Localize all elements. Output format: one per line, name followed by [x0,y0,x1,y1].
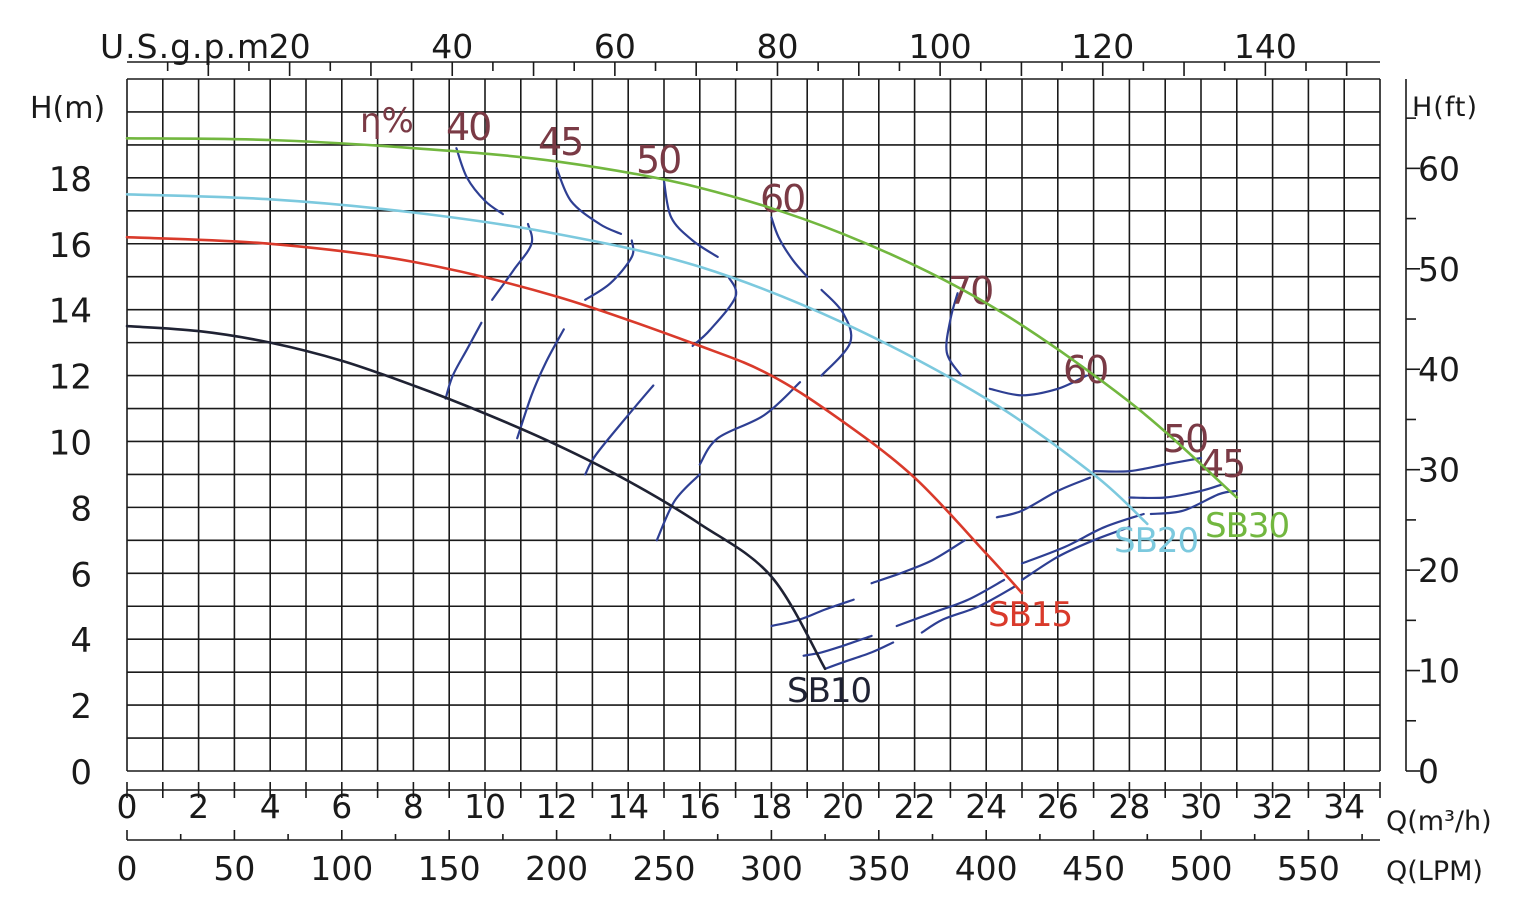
flow-usgpm-tick-label: 100 [909,27,972,66]
flow-m3h-tick-label: 22 [894,787,936,826]
head-m-tick-label: 6 [70,555,92,595]
efficiency-label-45: 45 [538,120,582,164]
usgpm-axis-title: U.S.g.p.m [100,27,270,66]
head-m-tick-label: 2 [70,687,92,727]
head-ft-tick-label: 40 [1418,350,1460,389]
flow-usgpm-tick-label: 60 [594,27,636,66]
pump-curve-sb10 [127,326,825,669]
head-m-tick-label: 12 [49,358,92,398]
head-ft-tick-label: 50 [1418,250,1460,289]
head-ft-tick-label: 30 [1418,451,1460,490]
head-m-tick-label: 0 [70,753,92,793]
flow-m3h-tick-label: 8 [403,787,424,826]
series-label-sb20: SB20 [1114,521,1198,561]
pump-curve-sb30 [127,138,1237,497]
q-m3h-axis-title: Q(m³/h) [1386,806,1492,837]
flow-m3h-tick-label: 18 [750,787,792,826]
efficiency-contour-50-segment [664,181,718,257]
flow-usgpm-tick-label: 80 [756,27,798,66]
efficiency-contour-60-segment [771,600,853,626]
flow-m3h-tick-label: 20 [822,787,864,826]
head-m-tick-label: 4 [70,621,92,661]
flow-m3h-tick-label: 32 [1252,787,1294,826]
efficiency-title: η% [360,101,414,141]
flow-lpm-tick-label: 150 [418,849,481,888]
flow-m3h-tick-label: 28 [1108,787,1150,826]
head-m-axis-title: H(m) [30,91,105,126]
efficiency-contour-60-segment [771,217,807,276]
flow-lpm-tick-label: 500 [1170,849,1233,888]
flow-lpm-tick-label: 50 [213,849,255,888]
efficiency-label-40: 40 [446,105,490,149]
flow-m3h-tick-label: 16 [679,787,721,826]
series-label-sb15: SB15 [988,595,1072,635]
flow-lpm-tick-label: 400 [955,849,1018,888]
head-m-tick-label: 18 [49,160,92,200]
flow-usgpm-tick-label: 20 [269,27,311,66]
flow-lpm-tick-label: 300 [740,849,803,888]
flow-usgpm-tick-label: 40 [431,27,473,66]
flow-lpm-tick-label: 200 [525,849,588,888]
flow-lpm-tick-label: 550 [1277,849,1340,888]
head-ft-tick-label: 60 [1418,149,1460,188]
flow-lpm-tick-label: 450 [1062,849,1125,888]
efficiency-contour-50-segment [585,386,653,475]
head-m-tick-label: 8 [70,489,92,529]
flow-m3h-tick-label: 34 [1323,787,1365,826]
flow-m3h-tick-label: 10 [464,787,506,826]
efficiency-contour-50-segment [1129,484,1222,498]
head-m-tick-label: 14 [49,292,92,332]
flow-m3h-tick-label: 26 [1037,787,1079,826]
flow-m3h-tick-label: 6 [331,787,352,826]
flow-lpm-tick-label: 350 [847,849,910,888]
flow-m3h-tick-label: 24 [965,787,1007,826]
efficiency-contour-40-segment [456,148,503,214]
pump-curves: SB10 SB15 SB20 SB30 [127,138,1289,711]
head-ft-tick-label: 10 [1418,652,1460,691]
efficiency-contour-60-segment [700,382,800,464]
efficiency-contour-60-segment [822,290,852,376]
series-label-sb10: SB10 [787,671,871,711]
efficiency-label-70: 70 [948,269,992,313]
flow-lpm-tick-label: 250 [633,849,696,888]
head-m-tick-label: 10 [49,423,92,463]
efficiency-label-45: 45 [1200,442,1244,486]
q-lpm-axis-title: Q(LPM) [1386,856,1483,887]
flow-usgpm-tick-label: 120 [1071,27,1134,66]
flow-m3h-tick-label: 2 [188,787,209,826]
flow-lpm-tick-label: 0 [117,849,138,888]
head-ft-tick-label: 0 [1418,752,1439,791]
flow-m3h-tick-label: 0 [117,787,138,826]
series-label-sb30: SB30 [1205,506,1289,546]
efficiency-contour-60-segment [997,478,1090,518]
efficiency-contour-45-segment [825,643,893,669]
flow-lpm-tick-label: 100 [310,849,373,888]
flow-usgpm-tick-label: 140 [1234,27,1297,66]
flow-m3h-tick-label: 4 [260,787,281,826]
flow-m3h-tick-label: 12 [536,787,578,826]
efficiency-contour-40-segment [446,323,482,399]
efficiency-label-60: 60 [760,177,804,221]
head-ft-tick-label: 20 [1418,551,1460,590]
flow-m3h-tick-label: 30 [1180,787,1222,826]
head-m-tick-label: 16 [49,226,92,266]
head-ft-axis-title: H(ft) [1412,92,1478,123]
flow-m3h-tick-label: 14 [607,787,649,826]
